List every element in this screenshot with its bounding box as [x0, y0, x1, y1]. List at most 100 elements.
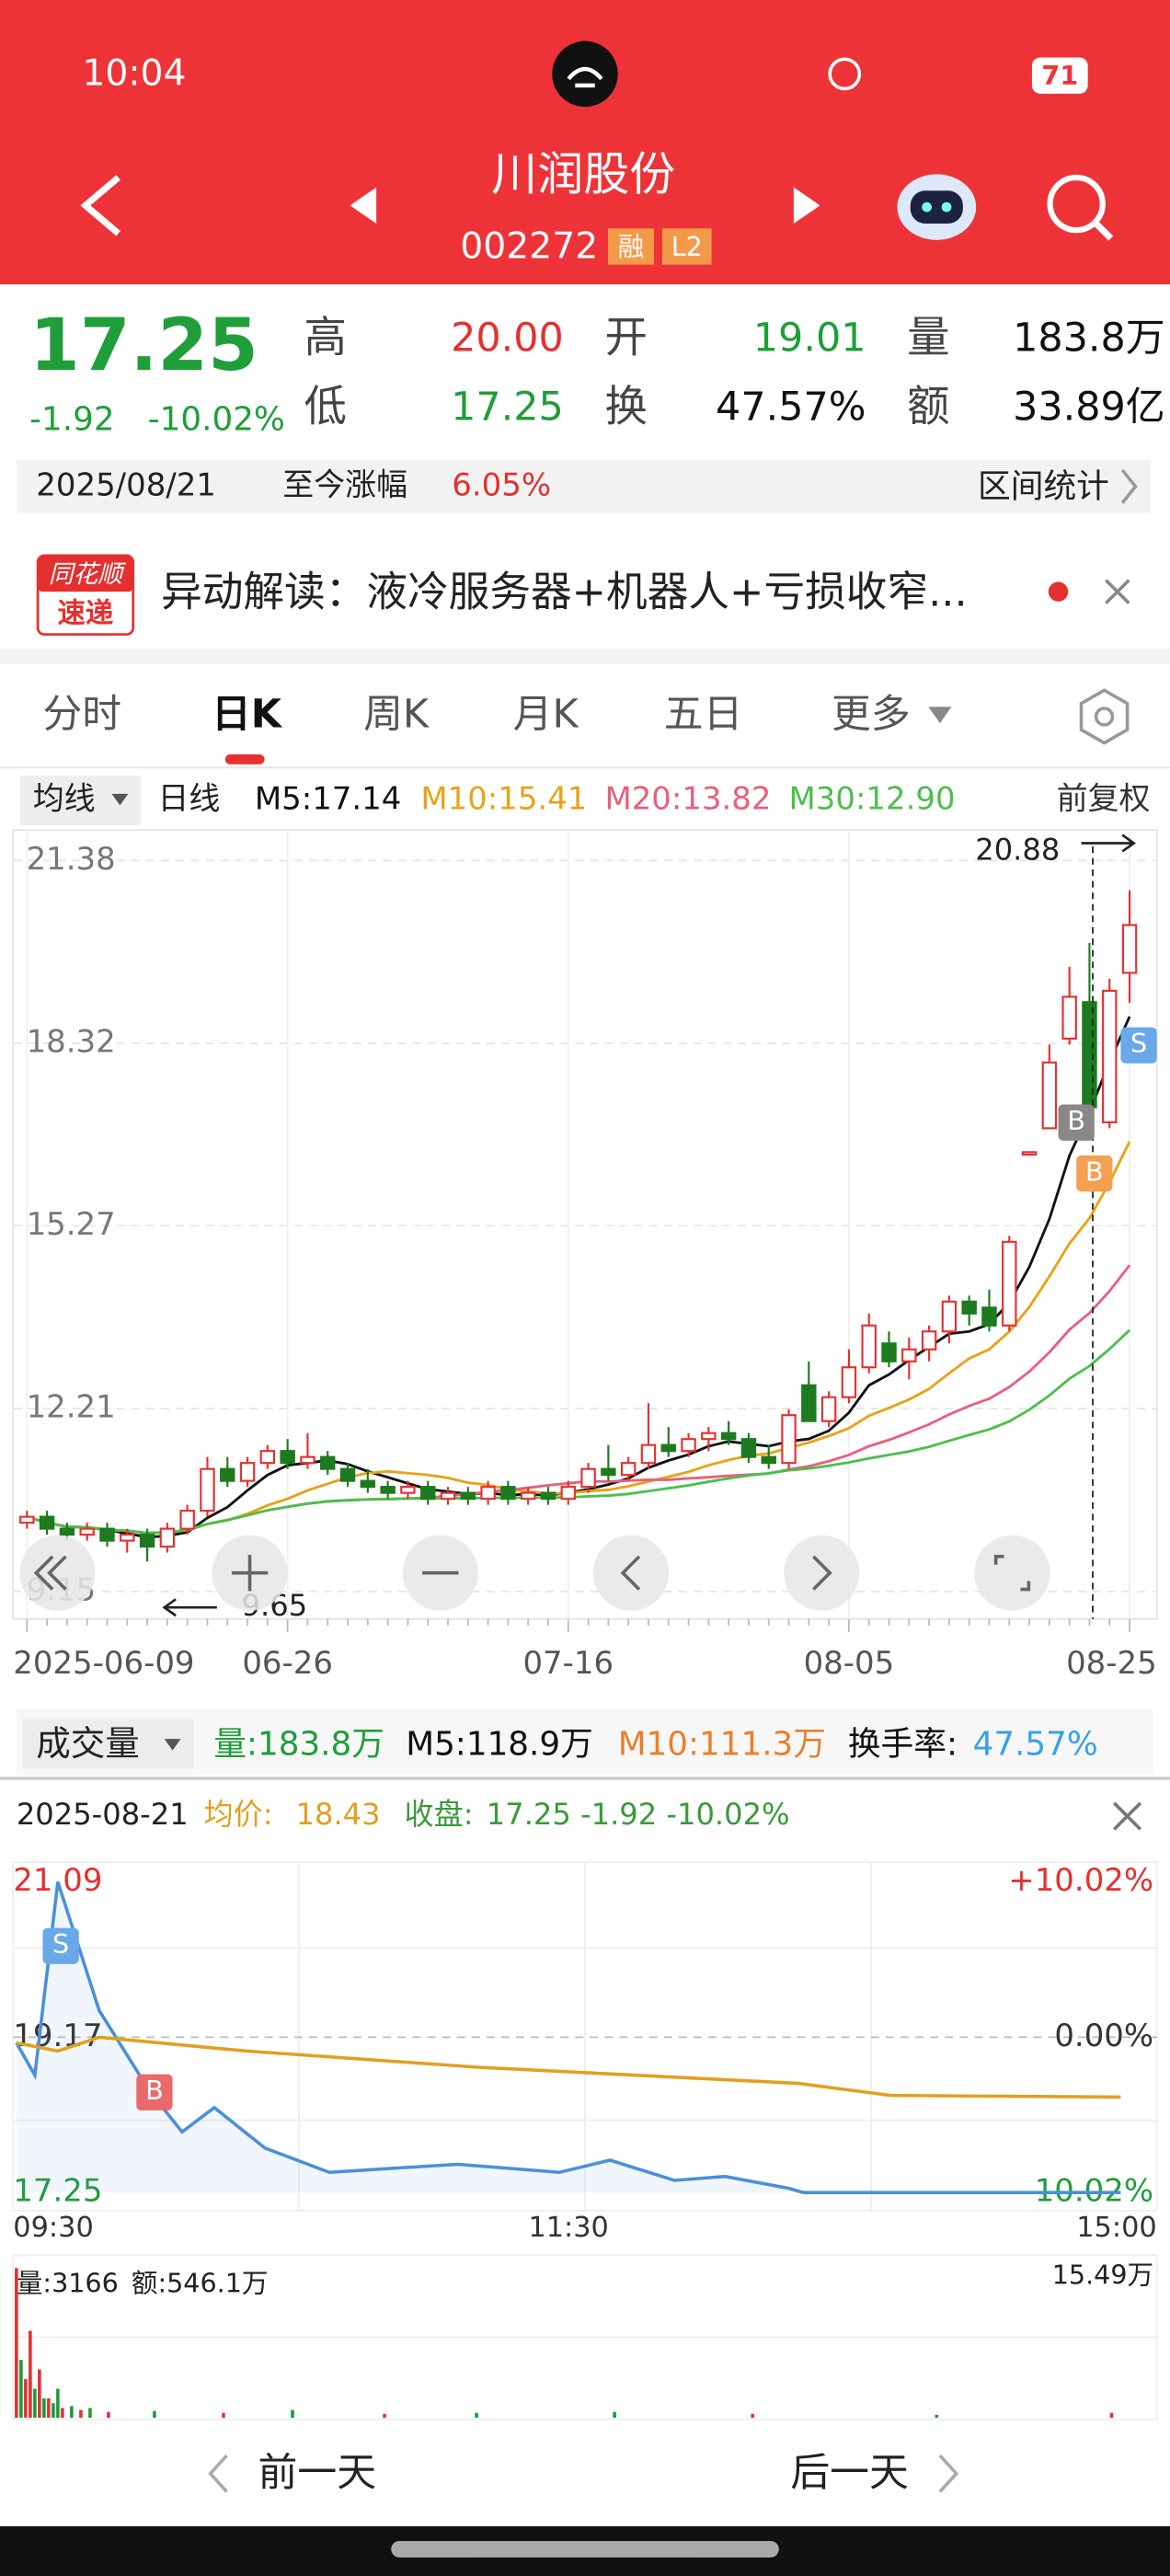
tag-bg: [661, 228, 712, 265]
y-tick-label-right: 0.00%: [1054, 2018, 1153, 2054]
tab[interactable]: 月K: [513, 691, 579, 737]
volume-bar: [751, 2413, 755, 2418]
candle-body: [1102, 989, 1118, 1123]
status-time: 10:04: [82, 53, 186, 95]
ma-line: [26, 1016, 1131, 1539]
candle-body: [339, 1467, 356, 1482]
volume-bar: [475, 2412, 478, 2418]
volume-bar: [383, 2413, 386, 2418]
candle-body: [861, 1324, 877, 1369]
max-label: 20.88: [975, 832, 1060, 867]
candle-body: [360, 1479, 376, 1489]
range-button[interactable]: 区间统计: [978, 468, 1109, 506]
volume-bar: [19, 2359, 23, 2418]
field-label: 高: [304, 312, 347, 362]
candle-body: [99, 1527, 115, 1542]
next-day[interactable]: 后一天: [790, 2450, 909, 2496]
battery: [1031, 57, 1088, 94]
volume-select[interactable]: [23, 1719, 194, 1769]
kline-chart: 9.1512.2115.2718.3221.382025-06-0906-260…: [13, 830, 1157, 1682]
scroll-right[interactable]: [784, 1535, 860, 1611]
turnover-label: 换手率:: [848, 1725, 958, 1763]
volume-bar: [47, 2398, 51, 2418]
marker-bg: [1058, 1104, 1095, 1141]
ma-adjust[interactable]: 前复权: [1057, 781, 1151, 818]
volume-bar: [107, 2411, 110, 2418]
candle-body: [19, 1515, 35, 1524]
control-glyph: [33, 1555, 67, 1591]
tabs: 分时 日K 周K 月K 五日 更多: [42, 691, 952, 737]
tab[interactable]: 分时: [42, 691, 121, 737]
control-glyph: [993, 1555, 1031, 1592]
ma-item: M30:12.90: [789, 781, 956, 818]
candle-body: [601, 1467, 616, 1477]
marker: S: [52, 1928, 69, 1960]
popup-close[interactable]: [1112, 1801, 1142, 1831]
tab[interactable]: 更多: [832, 691, 911, 737]
candle-body: [200, 1467, 215, 1512]
volume-bar: [15, 2268, 18, 2418]
field-value: 33.89亿: [1013, 384, 1165, 430]
x-tick-label: 11:30: [528, 2212, 609, 2244]
candle-body: [400, 1486, 416, 1494]
y-tick-label: 15.27: [27, 1206, 116, 1243]
x-tick-label: 15:00: [1076, 2212, 1157, 2244]
fullscreen[interactable]: [974, 1535, 1050, 1611]
separator: [0, 649, 1170, 664]
volume-bar: [52, 2403, 55, 2418]
candle-body: [820, 1396, 837, 1422]
close-label: 收盘:: [404, 1797, 473, 1832]
x-tick-label: 07-16: [522, 1645, 614, 1682]
news-text[interactable]: 异动解读：液冷服务器+机器人+亏损收窄...: [161, 569, 968, 616]
field-value: 17.25: [451, 384, 564, 430]
candle-body: [981, 1306, 997, 1327]
next-stock[interactable]: [793, 187, 820, 224]
x-tick-label: 08-05: [804, 1645, 895, 1682]
candle-body: [961, 1300, 977, 1315]
change-pct: -10.02%: [148, 400, 285, 438]
candle-body: [1121, 924, 1138, 974]
tab-indicator: [224, 754, 265, 765]
candle-body: [259, 1450, 276, 1465]
chevron: [1120, 468, 1138, 504]
field-label: 低: [304, 381, 347, 431]
prev-day[interactable]: 前一天: [258, 2450, 377, 2496]
candle-body: [701, 1432, 717, 1441]
tab[interactable]: 五日: [664, 691, 743, 737]
marker-bg: [42, 1927, 79, 1964]
ma-item: M5:17.14: [255, 781, 401, 818]
tab[interactable]: 周K: [363, 691, 430, 737]
zoom-out-far[interactable]: [19, 1535, 96, 1611]
candle-body: [139, 1534, 155, 1548]
intraday-volume: [15, 2268, 1114, 2418]
search-button[interactable]: [1047, 174, 1106, 234]
min-arrow: [162, 1598, 217, 1617]
avg-label: 均价:: [204, 1797, 273, 1832]
tag-bg: [608, 228, 655, 265]
volume-select-label: 成交量: [36, 1723, 140, 1764]
volume-bar: [16, 1708, 1154, 1776]
candle-body: [941, 1300, 958, 1333]
tab[interactable]: 日K: [212, 691, 283, 737]
volume-bar: [70, 2406, 74, 2418]
ma-period: 日线: [158, 781, 221, 818]
range-value: 6.05%: [452, 466, 551, 503]
field-value: 47.57%: [716, 384, 866, 430]
control-glyph: [812, 1555, 832, 1591]
back-button[interactable]: [80, 175, 120, 236]
news-close[interactable]: [1105, 579, 1130, 604]
volume-bar: [222, 2412, 225, 2418]
candle-body: [841, 1366, 857, 1398]
price: 17.25: [29, 303, 258, 387]
x-tick-label: 08-25: [1066, 1645, 1157, 1682]
range-bar[interactable]: [16, 460, 1151, 513]
settings-button[interactable]: [1079, 688, 1130, 745]
scroll-left[interactable]: [592, 1535, 670, 1611]
y-tick-label: 19.17: [13, 2018, 102, 2054]
marker: S: [1130, 1028, 1147, 1059]
y-tick-label-right: +10.02%: [1008, 1862, 1153, 1899]
candle-body: [740, 1438, 757, 1458]
prev-stock[interactable]: [350, 187, 377, 224]
